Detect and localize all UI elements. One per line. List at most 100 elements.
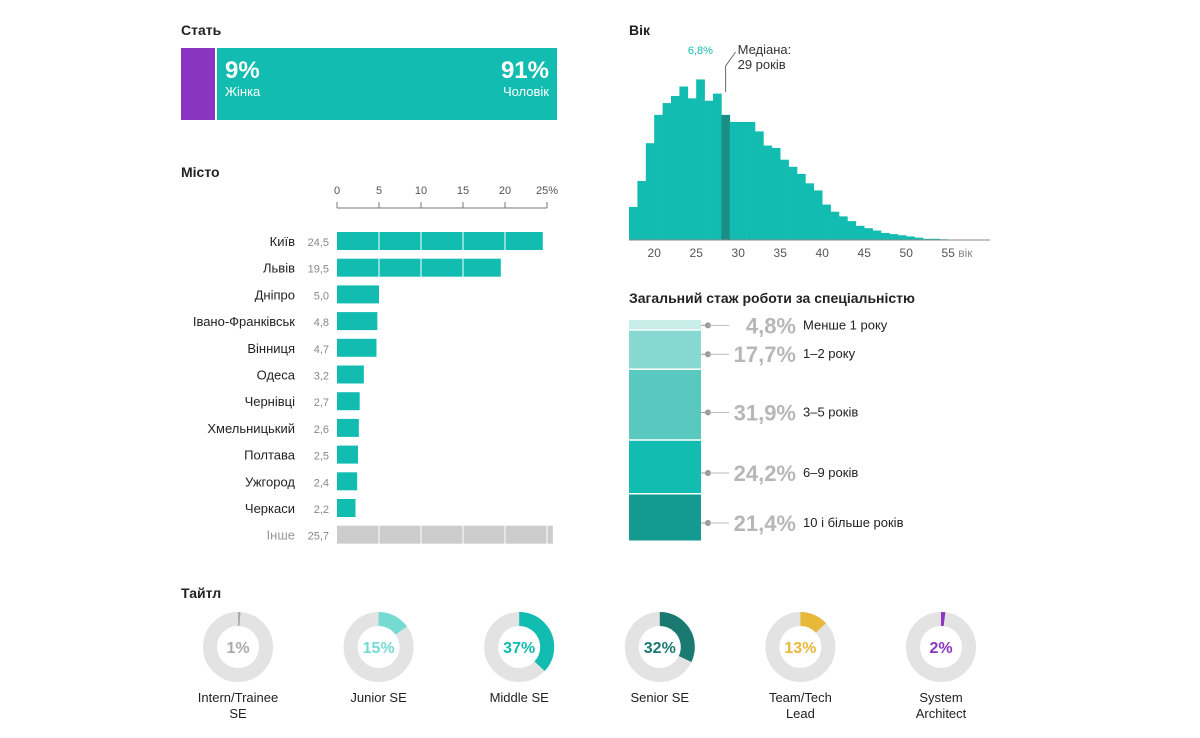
city-category-label: Вінниця [247,341,295,356]
experience-label: 10 і більше років [803,515,904,530]
city-bar [337,525,553,544]
city-tick-label: 25% [536,185,558,197]
experience-pct: 4,8% [746,313,796,338]
title-donut-label: System [919,690,962,705]
age-bar [805,183,815,240]
age-bar [906,236,915,240]
age-bar [738,121,747,240]
experience-chart: 4,8% Менше 1 року 17,7% 1–2 року 31,9% 3–5 ро… [629,313,904,541]
city-category-label: Київ [270,234,295,249]
age-bar [729,121,739,240]
title-donut-pct: 13% [784,640,816,657]
gender-female-pct: 9% [225,57,260,84]
city-tick-label: 15 [457,185,469,197]
age-bar [662,103,672,240]
age-median-value: 29 років [738,57,786,72]
title-donut-label: Senior SE [631,690,690,705]
city-title: Місто [181,164,220,180]
title-donut-label: Intern/Trainee [198,690,278,705]
experience-segment [629,330,701,369]
experience-segment [629,320,701,330]
city-category-label: Черкаси [245,501,295,516]
city-value-label: 24,5 [308,237,329,249]
age-bar [671,95,680,240]
city-category-label: Львів [263,261,295,276]
title-donut-label: Architect [916,706,967,721]
city-value-label: 3,2 [314,371,329,383]
city-category-label: Дніпро [255,287,295,302]
age-tick-label: 55 [942,246,956,260]
city-value-label: 4,7 [314,344,329,356]
city-value-label: 5,0 [314,290,329,302]
experience-pct: 21,4% [734,511,796,536]
age-tick-label: 40 [816,246,830,260]
age-median-bar [721,114,731,240]
age-bar [872,230,882,240]
city-category-label: Івано-Франківськ [193,314,295,329]
age-bar [881,232,890,240]
age-bar [897,235,907,240]
age-bar [763,145,773,240]
gender-male-label: Чоловік [502,84,549,99]
age-chart: 20 25 30 35 40 45 50 55 вік 6,8% Медіана:29 років [629,42,990,260]
age-bar [864,228,873,240]
city-value-label: 2,7 [314,397,329,409]
title-donut-label: Middle SE [490,690,550,705]
city-category-label: Інше [267,528,295,543]
gender-male-segment [217,48,557,120]
age-tick-label: 35 [774,246,788,260]
gender-title: Стать [181,22,222,38]
city-value-label: 2,6 [314,424,329,436]
city-tick-label: 20 [499,185,511,197]
age-tick-label: 25 [690,246,704,260]
city-value-label: 25,7 [308,531,329,543]
age-bar [788,166,798,240]
experience-segment [629,440,701,493]
title-donut-arc [203,612,273,682]
age-bar [780,159,789,240]
age-bar [813,190,823,240]
city-bar [337,365,364,384]
title-donut-pct: 37% [503,640,535,657]
city-category-label: Ужгород [245,474,295,489]
age-bar [855,225,865,240]
title-donut-label: Lead [786,706,815,721]
title-donut-label: SE [229,706,247,721]
city-value-label: 2,5 [314,451,329,463]
age-bar [696,79,705,240]
experience-segment [629,369,701,440]
title-donut-pct: 32% [644,640,676,657]
city-category-label: Чернівці [245,394,296,409]
city-bar [337,472,358,491]
age-bar [629,206,638,240]
city-tick-label: 5 [376,185,382,197]
experience-title: Загальний стаж роботи за спеціальністю [629,290,915,306]
age-bar [637,180,647,240]
experience-label: Менше 1 року [803,317,888,332]
title-donut-pct: 15% [363,640,395,657]
experience-label: 3–5 років [803,404,858,419]
city-category-label: Полтава [244,448,296,463]
city-bar [337,232,543,250]
age-tick-label: 20 [648,246,662,260]
age-bar [889,234,899,240]
age-bar [822,204,831,240]
experience-pct: 17,7% [734,342,796,367]
title-donut-arc [343,612,414,682]
experience-segment [629,494,701,541]
gender-bar: 9% Жінка 91% Чоловік [181,48,557,120]
experience-pct: 31,9% [734,400,796,425]
age-axis-unit: вік [958,246,973,260]
age-bar [923,238,932,240]
age-bar [679,86,689,241]
age-bar [713,93,722,240]
city-bar [337,285,379,304]
age-title: Вік [629,22,651,38]
city-tick-label: 10 [415,185,427,197]
age-peak-label: 6,8% [688,45,713,57]
title-donut-arc [906,612,976,682]
age-tick-label: 45 [858,246,872,260]
age-bar [687,98,697,240]
experience-label: 1–2 року [803,346,856,361]
